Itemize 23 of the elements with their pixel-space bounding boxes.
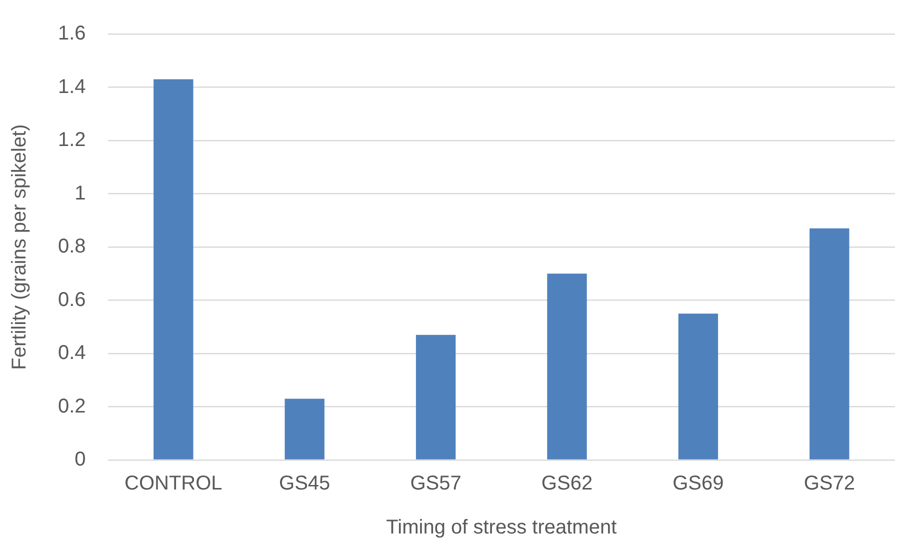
x-tick-label: GS72: [804, 472, 855, 495]
y-tick-label: 1.4: [58, 76, 86, 98]
bar: [284, 398, 324, 460]
y-tick-label: 0.2: [58, 395, 86, 418]
x-axis-title: Timing of stress treatment: [386, 516, 618, 539]
x-tick-label: GS57: [410, 472, 462, 495]
y-tick-label: 0.8: [58, 236, 86, 258]
bar: [416, 334, 456, 460]
bar: [678, 314, 718, 460]
y-tick-label: 1.2: [58, 129, 86, 152]
bar: [810, 228, 850, 460]
bar: [547, 274, 587, 460]
y-tick-label: 0.6: [58, 288, 86, 311]
y-tick-label: 1.6: [58, 22, 86, 45]
x-tick-label: GS45: [279, 472, 330, 495]
x-tick-label: CONTROL: [124, 472, 222, 495]
x-tick-label: GS69: [672, 472, 724, 495]
bar: [154, 79, 194, 460]
y-tick-label: 0: [74, 448, 86, 471]
y-tick-label: 1: [74, 182, 86, 204]
y-axis-title: Fertility (grains per spikelet): [8, 124, 31, 370]
x-tick-label: GS62: [541, 472, 593, 495]
y-tick-label: 0.4: [58, 342, 86, 364]
